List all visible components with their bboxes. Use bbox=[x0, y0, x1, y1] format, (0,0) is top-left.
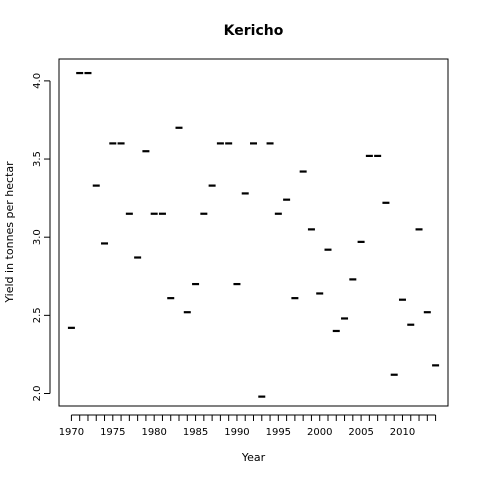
x-tick-label: 1985 bbox=[183, 427, 208, 438]
y-tick-label: 2.5 bbox=[32, 307, 43, 323]
x-tick-label: 2000 bbox=[307, 427, 332, 438]
x-tick-label: 1980 bbox=[141, 427, 166, 438]
y-axis: 2.0 2.5 3.0 3.5 4.0 bbox=[32, 73, 51, 402]
y-tick-label: 4.0 bbox=[32, 73, 43, 89]
y-tick-label: 3.0 bbox=[32, 229, 43, 245]
chart-title: Kericho bbox=[224, 23, 284, 39]
y-tick-label: 3.5 bbox=[32, 151, 43, 167]
x-tick-label: 1995 bbox=[266, 427, 291, 438]
x-tick-label: 2010 bbox=[390, 427, 415, 438]
x-tick-label: 1970 bbox=[59, 427, 84, 438]
y-tick-label: 2.0 bbox=[32, 386, 43, 402]
x-tick-label: 1975 bbox=[100, 427, 125, 438]
x-axis: 1970 1975 1980 1985 1990 1995 2000 2005 2010 bbox=[59, 414, 437, 438]
plot-frame bbox=[58, 58, 449, 407]
x-tick-label: 1990 bbox=[224, 427, 249, 438]
y-axis-label: Yield in tonnes per hectar bbox=[3, 161, 16, 304]
x-tick-label: 2005 bbox=[348, 427, 373, 438]
x-axis-label: Year bbox=[241, 451, 266, 464]
data-points bbox=[67, 71, 440, 398]
